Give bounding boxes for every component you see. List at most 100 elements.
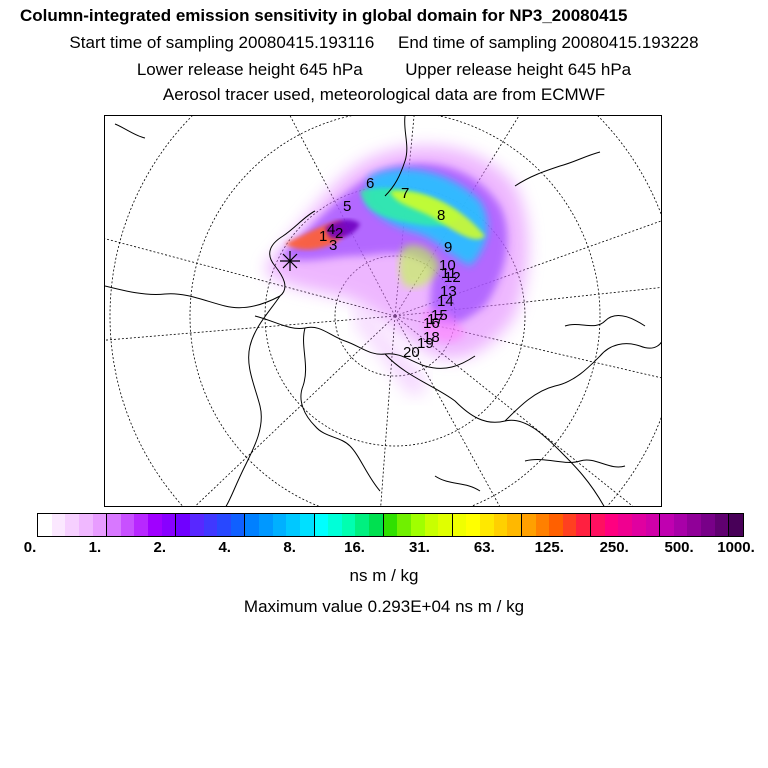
tracer-info: Aerosol tracer used, meteorological data… — [162, 85, 606, 104]
day-label-13: 13 — [440, 283, 457, 300]
colorbar-swatch — [520, 514, 536, 536]
colorbar-tick-label: 0. — [23, 539, 37, 556]
day-label-8: 8 — [437, 207, 445, 224]
colorbar — [37, 513, 744, 537]
colorbar-swatch — [217, 514, 231, 536]
colorbar-swatch — [424, 514, 439, 536]
colorbar-swatch — [299, 514, 314, 536]
release-heights: Lower release height 645 hPa Upper relea… — [0, 60, 768, 80]
colorbar-tick-label: 63. — [473, 539, 495, 556]
colorbar-swatch — [92, 514, 107, 536]
day-label-14: 14 — [437, 293, 454, 310]
day-label-7: 7 — [401, 185, 409, 202]
colorbar-swatch — [701, 514, 715, 536]
colorbar-swatch — [576, 514, 590, 536]
day-label-1: 1 — [319, 228, 327, 245]
day-label-5: 5 — [343, 198, 351, 215]
day-label-9: 9 — [444, 239, 452, 256]
day-label-10: 10 — [439, 257, 456, 274]
day-label-3: 3 — [329, 237, 337, 254]
colorbar-swatch — [286, 514, 300, 536]
day-label-15: 15 — [431, 307, 448, 324]
colorbar-swatch — [148, 514, 162, 536]
lower-release-height: Lower release height 645 hPa — [136, 60, 363, 79]
colorbar-swatch — [687, 514, 701, 536]
sampling-end: End time of sampling 20080415.193228 — [398, 33, 699, 52]
colorbar-swatch — [466, 514, 480, 536]
colorbar-swatch — [51, 514, 66, 536]
day-label-6: 6 — [366, 175, 374, 192]
day-label-4: 4 — [327, 221, 335, 238]
colorbar-swatch — [106, 514, 121, 536]
colorbar-swatch — [562, 514, 577, 536]
colorbar-swatch — [313, 514, 329, 536]
day-label-17: 17 — [427, 311, 444, 328]
colorbar-swatch — [507, 514, 521, 536]
day-label-11: 11 — [441, 265, 457, 282]
colorbar-swatch — [272, 514, 287, 536]
colorbar-swatch — [161, 514, 176, 536]
colorbar-swatch — [604, 514, 619, 536]
colorbar-swatch — [259, 514, 273, 536]
colorbar-swatch — [78, 514, 93, 536]
colorbar-tick-label: 125. — [534, 539, 564, 556]
colorbar-tick-label: 250. — [599, 539, 629, 556]
day-label-19: 19 — [417, 335, 434, 352]
colorbar-swatch — [659, 514, 674, 536]
map-panel: 1 2 3 4 5 6 7 8 9 10 11 12 13 14 15 16 1… — [104, 115, 662, 507]
colorbar-swatch — [120, 514, 135, 536]
colorbar-tick-label: 31. — [409, 539, 430, 556]
colorbar-swatch — [397, 514, 411, 536]
colorbar-swatch — [189, 514, 204, 536]
colorbar-swatch — [341, 514, 356, 536]
colorbar-swatch — [230, 514, 245, 536]
colorbar-tick-label: 16. — [344, 539, 365, 556]
day-label-12: 12 — [444, 269, 461, 286]
colorbar-swatch — [590, 514, 605, 536]
colorbar-tick-label: 8. — [283, 539, 296, 556]
day-label-2: 2 — [335, 225, 343, 242]
colorbar-swatch — [714, 514, 729, 536]
polar-map: 1 2 3 4 5 6 7 8 9 10 11 12 13 14 15 16 1… — [105, 116, 661, 506]
maximum-value: Maximum value 0.293E+04 ns m / kg — [243, 597, 525, 616]
colorbar-swatch — [451, 514, 467, 536]
sampling-start: Start time of sampling 20080415.193116 — [69, 33, 375, 52]
colorbar-swatch — [175, 514, 190, 536]
colorbar-tick-label: 1. — [88, 539, 102, 556]
colorbar-swatch — [480, 514, 494, 536]
colorbar-swatch — [355, 514, 369, 536]
colorbar-swatch — [38, 514, 52, 536]
colorbar-swatch — [438, 514, 452, 536]
sampling-times: Start time of sampling 20080415.193116 E… — [0, 33, 768, 53]
colorbar-tick-label: 500. — [664, 539, 694, 556]
colorbar-swatch — [728, 514, 743, 536]
colorbar-swatch — [328, 514, 342, 536]
day-label-20: 20 — [403, 344, 420, 361]
colorbar-swatch — [65, 514, 79, 536]
upper-release-height: Upper release height 645 hPa — [405, 60, 632, 79]
sensitivity-field — [265, 146, 529, 396]
colorbar-swatch — [618, 514, 632, 536]
day-label-16: 16 — [423, 315, 440, 332]
colorbar-swatch — [673, 514, 688, 536]
colorbar-swatch — [645, 514, 660, 536]
colorbar-swatch — [244, 514, 259, 536]
colorbar-swatch — [410, 514, 425, 536]
colorbar-swatch — [631, 514, 646, 536]
colorbar-swatch — [382, 514, 398, 536]
colorbar-tick-label: 4. — [218, 539, 231, 556]
colorbar-swatch — [134, 514, 148, 536]
colorbar-swatch — [203, 514, 218, 536]
colorbar-tick-label: 2. — [153, 539, 167, 556]
colorbar-swatch — [493, 514, 508, 536]
coastlines — [105, 116, 661, 506]
colorbar-tick-label: 1000. — [717, 539, 755, 556]
colorbar-unit: ns m / kg — [349, 566, 419, 585]
colorbar-swatch — [369, 514, 383, 536]
day-label-18: 18 — [423, 329, 440, 346]
trajectory-day-labels: 1 2 3 4 5 6 7 8 9 10 11 12 13 14 15 16 1… — [319, 175, 461, 361]
map-title: Column-integrated emission sensitivity i… — [20, 6, 628, 25]
colorbar-swatch — [549, 514, 563, 536]
colorbar-swatch — [535, 514, 550, 536]
release-location-marker — [280, 251, 300, 271]
